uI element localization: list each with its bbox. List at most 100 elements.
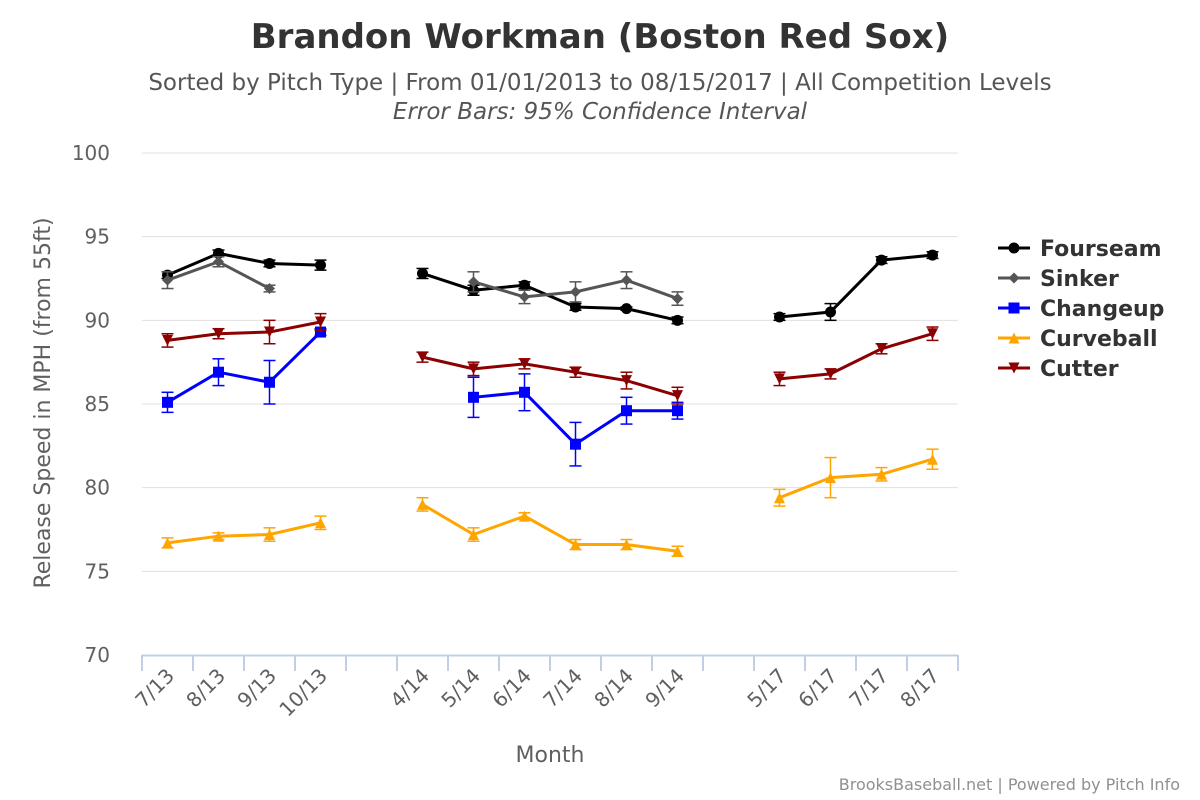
data-point xyxy=(672,405,683,417)
legend-label: Sinker xyxy=(1040,267,1119,292)
x-tick-label: 4/14 xyxy=(385,664,434,713)
data-point xyxy=(825,472,836,484)
data-point xyxy=(264,257,275,269)
x-tick-label: 9/14 xyxy=(640,664,689,713)
series-line xyxy=(166,330,322,404)
y-tick-label: 70 xyxy=(85,643,110,667)
legend-item-cutter[interactable]: Cutter xyxy=(998,357,1119,382)
data-point xyxy=(621,539,632,551)
data-point xyxy=(213,366,224,378)
data-point xyxy=(927,453,938,465)
legend-item-changeup[interactable]: Changeup xyxy=(998,297,1164,322)
chart-subtitle: Sorted by Pitch Type | From 01/01/2013 t… xyxy=(148,70,1051,96)
data-point xyxy=(774,311,785,323)
data-point xyxy=(519,510,530,522)
series-line xyxy=(778,457,933,500)
y-tick-label: 100 xyxy=(72,141,110,165)
data-point xyxy=(519,358,530,370)
data-point xyxy=(162,274,173,286)
x-tick-label: 10/13 xyxy=(274,664,332,722)
data-point xyxy=(315,326,326,338)
data-point xyxy=(621,303,632,315)
data-point xyxy=(162,396,173,408)
data-point xyxy=(825,368,836,380)
series-cutter xyxy=(161,312,939,405)
y-tick-label: 80 xyxy=(85,476,110,500)
x-tick-label: 7/17 xyxy=(844,664,893,713)
legend-item-fourseam[interactable]: Fourseam xyxy=(998,237,1162,262)
x-tick-label: 5/17 xyxy=(742,664,791,713)
data-point xyxy=(468,363,479,375)
legend-marker xyxy=(1008,302,1020,314)
x-tick-label: 7/13 xyxy=(130,664,179,713)
series-curveball xyxy=(161,448,939,558)
data-point xyxy=(213,256,224,268)
legend-marker xyxy=(1008,272,1020,284)
x-tick-label: 8/13 xyxy=(181,664,230,713)
data-point xyxy=(876,343,887,355)
x-tick-label: 5/14 xyxy=(436,664,485,713)
plot-area xyxy=(161,247,939,558)
y-tick-label: 90 xyxy=(85,308,110,332)
data-point xyxy=(468,391,479,403)
data-point xyxy=(570,539,581,551)
data-point xyxy=(672,390,683,402)
series-line xyxy=(779,332,933,381)
data-point xyxy=(774,373,785,385)
data-point xyxy=(264,283,275,295)
data-point xyxy=(519,279,530,291)
y-tick-label: 95 xyxy=(85,225,110,249)
series-changeup xyxy=(161,326,684,467)
legend-marker xyxy=(1008,332,1020,344)
gridlines xyxy=(142,152,958,572)
data-point xyxy=(315,517,326,529)
chart-subtitle-error-bars: Error Bars: 95% Confidence Interval xyxy=(393,99,808,125)
data-point xyxy=(468,529,479,541)
data-point xyxy=(162,334,173,346)
data-point xyxy=(672,314,683,326)
legend-label: Curveball xyxy=(1040,327,1158,352)
data-point xyxy=(621,274,632,286)
data-point xyxy=(621,375,632,387)
series-line xyxy=(421,503,678,553)
legend[interactable]: Fourseam Sinker Changeup Curveball Cutter xyxy=(998,237,1164,382)
series-line xyxy=(422,355,678,398)
series-sinker xyxy=(161,255,684,307)
chart-credits[interactable]: BrooksBaseball.net | Powered by Pitch In… xyxy=(839,775,1180,794)
data-point xyxy=(315,316,326,328)
data-point xyxy=(621,405,632,417)
data-point xyxy=(672,293,683,305)
data-point xyxy=(570,438,581,450)
x-tick-label: 8/17 xyxy=(895,664,944,713)
y-axis-ticks: 70 75 80 85 90 95 100 xyxy=(72,141,110,667)
series-line xyxy=(167,521,321,545)
legend-label: Cutter xyxy=(1040,357,1119,382)
data-point xyxy=(774,492,785,504)
series-fourseam xyxy=(161,247,939,326)
legend-label: Changeup xyxy=(1040,297,1164,322)
data-point xyxy=(876,254,887,266)
data-point xyxy=(468,276,479,288)
data-point xyxy=(570,301,581,313)
y-tick-label: 75 xyxy=(85,559,110,583)
data-point xyxy=(417,267,428,279)
data-point xyxy=(570,286,581,298)
chart-title: Brandon Workman (Boston Red Sox) xyxy=(251,17,949,57)
legend-item-curveball[interactable]: Curveball xyxy=(998,327,1158,352)
series-line xyxy=(422,272,678,322)
legend-item-sinker[interactable]: Sinker xyxy=(998,267,1119,292)
x-tick-label: 6/17 xyxy=(793,664,842,713)
data-point xyxy=(672,545,683,557)
series-line xyxy=(779,253,933,319)
legend-marker xyxy=(1008,242,1020,254)
data-point xyxy=(927,249,938,261)
y-tick-label: 85 xyxy=(85,392,110,416)
legend-marker xyxy=(1008,362,1020,374)
x-axis-title: Month xyxy=(516,743,585,768)
data-point xyxy=(825,306,836,318)
legend-label: Fourseam xyxy=(1040,237,1162,262)
data-point xyxy=(264,326,275,338)
data-point xyxy=(162,537,173,549)
